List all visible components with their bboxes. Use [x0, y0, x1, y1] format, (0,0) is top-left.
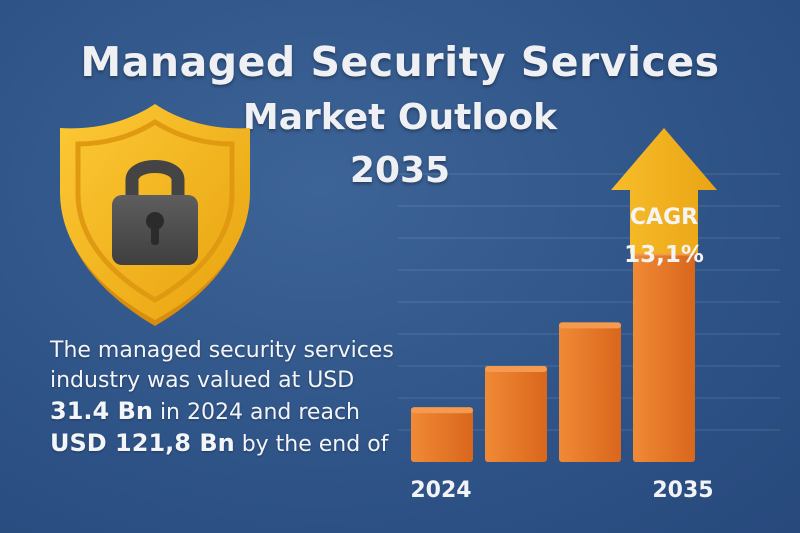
cagr-label: CAGR: [630, 205, 698, 230]
cagr-arrow: [611, 128, 717, 254]
description-line-2: industry was valued at USD: [50, 368, 355, 393]
market-description: The managed security services industry w…: [50, 336, 400, 460]
description-line-4: USD 121,8 Bn by the end of: [50, 428, 400, 460]
title-line-2: Market Outlook: [242, 97, 558, 138]
title-line-3: 2035: [349, 150, 451, 191]
x-tick-label-2024: 2024: [410, 478, 471, 503]
cagr-arrow-shape: [611, 128, 717, 254]
x-tick-label-2035: 2035: [652, 478, 713, 503]
bar-1-top: [411, 407, 473, 414]
value-2024: 31.4 Bn: [50, 397, 153, 425]
value-2035: USD 121,8 Bn: [50, 429, 235, 457]
description-line-1: The managed security services: [50, 338, 394, 363]
description-line-4-rest: by the end of: [234, 432, 389, 457]
bar-4: [633, 249, 695, 462]
description-line-3-rest: in 2024 and reach: [152, 400, 360, 425]
cagr-value: 13,1%: [624, 242, 704, 268]
bars: [411, 249, 695, 462]
bar-3: [559, 322, 621, 462]
description-line-3: 31.4 Bn in 2024 and reach: [50, 396, 400, 428]
bar-3-top: [559, 322, 621, 329]
bar-2: [485, 366, 547, 462]
bar-1: [411, 407, 473, 462]
shield-lock-icon: [60, 104, 250, 326]
bar-2-top: [485, 366, 547, 373]
title-line-1: Managed Security Services: [80, 38, 720, 86]
